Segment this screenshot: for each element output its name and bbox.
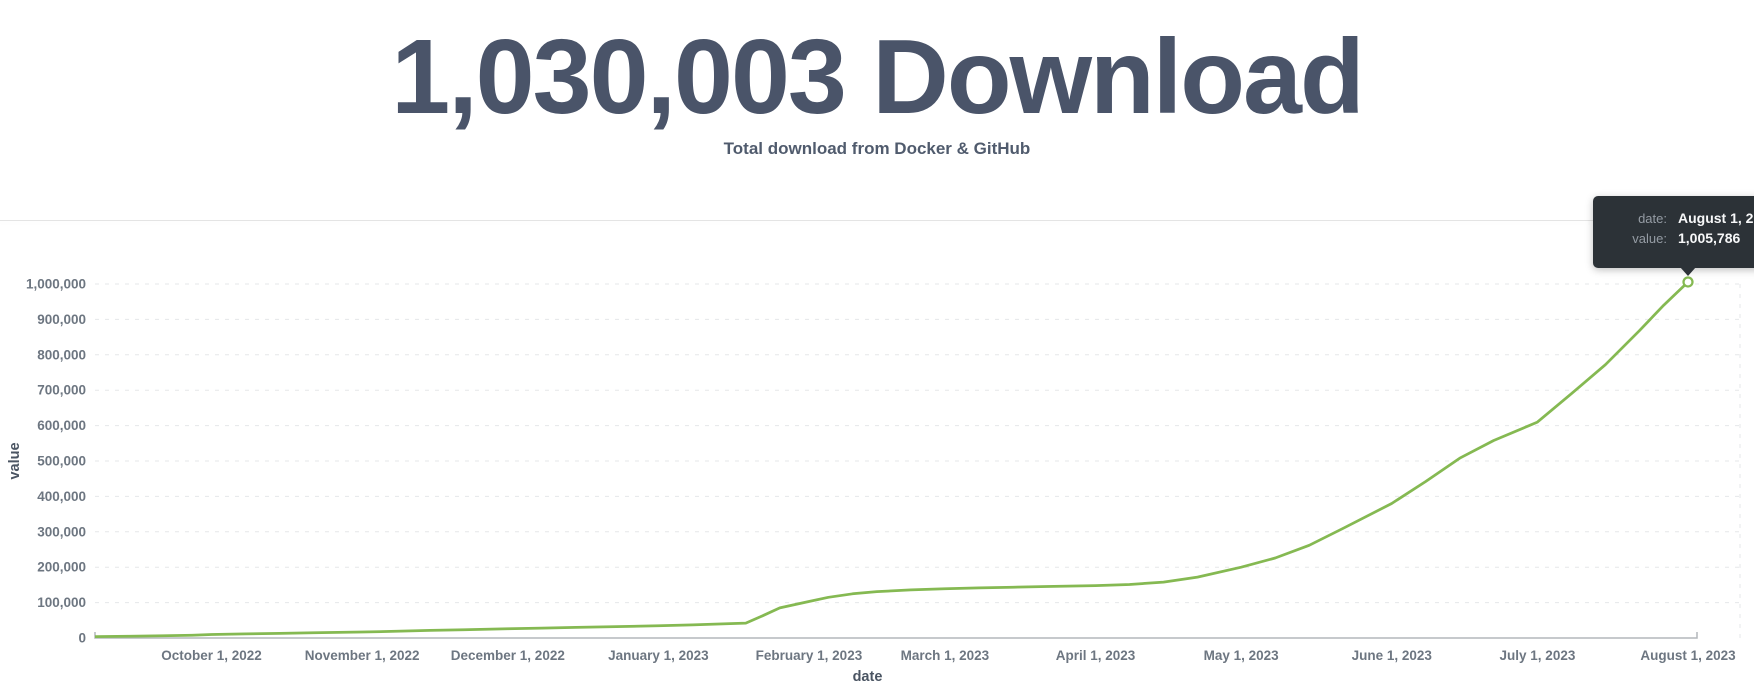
tooltip-date-row: date: August 1, 2023 bbox=[1605, 210, 1754, 226]
x-axis-line bbox=[94, 632, 1698, 639]
x-tick-label: February 1, 2023 bbox=[756, 648, 863, 663]
x-tick-label: October 1, 2022 bbox=[161, 648, 262, 663]
x-tick-label: November 1, 2022 bbox=[305, 648, 420, 663]
chart-tooltip: date: August 1, 2023 value: 1,005,786 bbox=[1593, 196, 1754, 276]
y-tick-label: 500,000 bbox=[37, 454, 86, 469]
header-divider bbox=[0, 220, 1754, 221]
tooltip-date-label: date: bbox=[1638, 211, 1667, 226]
y-tick-label: 700,000 bbox=[37, 383, 86, 398]
y-tick-label: 100,000 bbox=[37, 595, 86, 610]
y-tick-label: 600,000 bbox=[37, 418, 86, 433]
hovered-point-marker[interactable] bbox=[1682, 276, 1694, 288]
x-tick-label: June 1, 2023 bbox=[1352, 648, 1433, 663]
y-tick-label: 200,000 bbox=[37, 560, 86, 575]
x-tick-label: December 1, 2022 bbox=[451, 648, 565, 663]
y-axis-title: value bbox=[7, 442, 23, 479]
y-tick-label: 300,000 bbox=[37, 524, 86, 539]
downloads-series-line[interactable] bbox=[94, 281, 1689, 638]
y-tick-label: 0 bbox=[78, 631, 86, 646]
tooltip-value-value: 1,005,786 bbox=[1678, 230, 1741, 246]
page-subtitle: Total download from Docker & GitHub bbox=[723, 139, 1031, 159]
x-axis-title: date bbox=[853, 669, 883, 685]
x-axis-tick-labels: October 1, 2022 November 1, 2022 December … bbox=[161, 648, 1736, 663]
tooltip-date-value: August 1, 2023 bbox=[1678, 210, 1754, 226]
tooltip-value-row: value: 1,005,786 bbox=[1605, 230, 1754, 246]
y-tick-label: 900,000 bbox=[37, 312, 86, 327]
page-title: 1,030,003 Download bbox=[391, 18, 1364, 136]
y-tick-label: 1,000,000 bbox=[26, 277, 86, 292]
y-axis-tick-labels: 0 100,000 200,000 300,000 400,000 500,000 600,… bbox=[26, 277, 86, 646]
x-tick-label: March 1, 2023 bbox=[901, 648, 990, 663]
header: 1,030,003 Download Total download from D… bbox=[0, 0, 1754, 159]
tooltip-value-label: value: bbox=[1632, 231, 1667, 246]
x-tick-label: July 1, 2023 bbox=[1500, 648, 1576, 663]
y-tick-label: 400,000 bbox=[37, 489, 86, 504]
x-tick-label: August 1, 2023 bbox=[1640, 648, 1736, 663]
gridlines bbox=[95, 283, 1741, 638]
x-tick-label: April 1, 2023 bbox=[1056, 648, 1136, 663]
y-tick-label: 800,000 bbox=[37, 347, 86, 362]
x-tick-label: May 1, 2023 bbox=[1204, 648, 1280, 663]
x-tick-label: January 1, 2023 bbox=[608, 648, 709, 663]
